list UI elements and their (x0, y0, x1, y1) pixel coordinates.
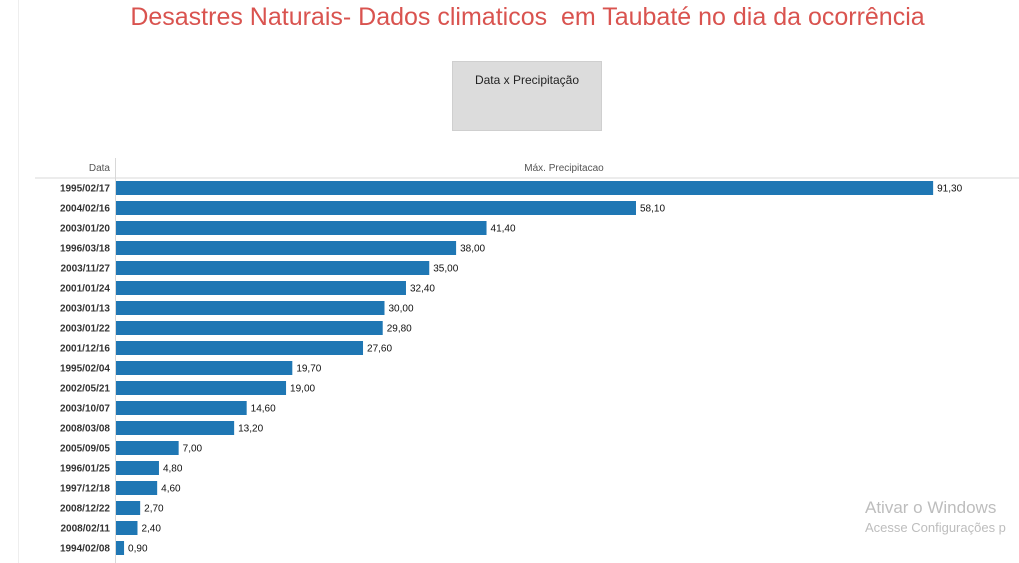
bar[interactable] (116, 521, 138, 535)
bar[interactable] (116, 441, 179, 455)
category-label: 1995/02/04 (60, 364, 110, 375)
category-label: 2008/12/22 (60, 504, 110, 515)
value-label: 32,40 (410, 284, 435, 295)
category-label: 2001/01/24 (60, 284, 110, 295)
value-label: 30,00 (389, 304, 414, 315)
bar[interactable] (116, 261, 430, 275)
value-label: 4,60 (161, 484, 181, 495)
category-label: 1994/02/08 (60, 544, 110, 555)
category-label: 2003/01/22 (60, 324, 110, 335)
category-label: 1995/02/17 (60, 184, 110, 195)
value-label: 4,80 (163, 464, 183, 475)
category-label: 2003/01/20 (60, 224, 110, 235)
bar[interactable] (116, 481, 158, 495)
value-label: 29,80 (387, 324, 412, 335)
value-label: 91,30 (937, 184, 962, 195)
value-label: 19,00 (290, 384, 315, 395)
value-label: 7,00 (183, 444, 203, 455)
left-divider (18, 0, 19, 563)
bar[interactable] (116, 421, 235, 435)
value-label: 19,70 (296, 364, 321, 375)
value-label: 14,60 (251, 404, 276, 415)
value-label: 35,00 (433, 264, 458, 275)
value-label: 0,90 (128, 544, 148, 555)
value-label: 2,70 (144, 504, 164, 515)
dashboard-title: Desastres Naturais- Dados climaticos em … (130, 3, 925, 31)
bar[interactable] (116, 361, 293, 375)
watermark-line-1: Ativar o Windows (865, 498, 997, 517)
category-label: 2003/01/13 (60, 304, 110, 315)
bar[interactable] (116, 241, 457, 255)
data-precipitacao-button[interactable]: Data x Precipitação (452, 61, 602, 131)
category-label: 1997/12/18 (60, 484, 110, 495)
value-label: 38,00 (460, 244, 485, 255)
bar[interactable] (116, 181, 934, 195)
category-label: 2008/02/11 (61, 524, 111, 535)
bar[interactable] (116, 341, 364, 355)
bar[interactable] (116, 501, 141, 515)
windows-activation-watermark: Ativar o Windows Acesse Configurações p (865, 497, 1019, 537)
value-label: 41,40 (491, 224, 516, 235)
bar[interactable] (116, 321, 383, 335)
value-label: 2,40 (141, 524, 161, 535)
watermark-line-2: Acesse Configurações p (865, 520, 1006, 535)
data-precipitacao-button-label: Data x Precipitação (474, 73, 580, 87)
value-label: 13,20 (238, 424, 263, 435)
category-label: 2001/12/16 (60, 344, 110, 355)
bar[interactable] (116, 461, 159, 475)
value-label: 27,60 (367, 344, 392, 355)
bar[interactable] (116, 541, 125, 555)
category-label: 2004/02/16 (60, 204, 110, 215)
category-label: 2002/05/21 (60, 384, 110, 395)
bar[interactable] (116, 221, 487, 235)
bar[interactable] (116, 201, 636, 215)
category-label: 2003/10/07 (60, 404, 110, 415)
bar[interactable] (116, 401, 247, 415)
category-label: 2003/11/27 (61, 264, 111, 275)
bars-group: 1995/02/17 91,30 2004/02/16 58,10 2003/01/20… (60, 181, 963, 555)
category-label: 1996/03/18 (60, 244, 110, 255)
category-label: 2008/03/08 (60, 424, 110, 435)
row-header-label: Data (89, 163, 111, 174)
bar[interactable] (116, 281, 406, 295)
bar[interactable] (116, 301, 385, 315)
category-label: 2005/09/05 (60, 444, 110, 455)
value-label: 58,10 (640, 204, 665, 215)
bar[interactable] (116, 381, 287, 395)
category-label: 1996/01/25 (60, 464, 110, 475)
column-header-label: Máx. Precipitacao (524, 163, 604, 174)
